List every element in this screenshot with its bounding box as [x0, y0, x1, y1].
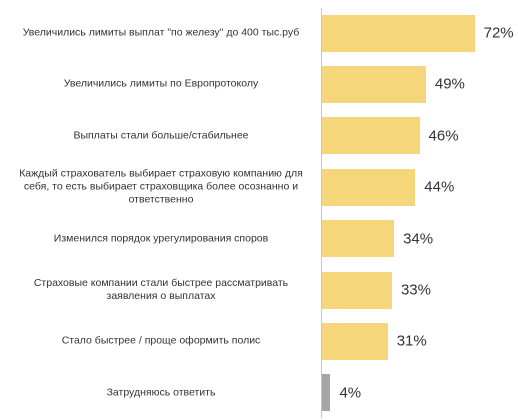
value-label: 46%: [428, 127, 459, 145]
category-label: Каждый страхователь выбирает страховую к…: [19, 167, 303, 206]
value-label: 72%: [483, 24, 514, 42]
category-label: Выплаты стали больше/стабильнее: [73, 129, 249, 142]
category-label: Увеличились лимиты выплат "по железу" до…: [22, 26, 300, 39]
bar: [322, 117, 420, 155]
category-label: Страховые компании стали быстрее рассмат…: [33, 277, 289, 302]
bar: [322, 14, 475, 52]
category-label: Стало быстрее / проще оформить полис: [61, 334, 261, 347]
value-label: 4%: [339, 384, 362, 402]
bar: [322, 65, 426, 103]
category-label: Затрудняюсь ответить: [106, 386, 216, 399]
value-label: 44%: [424, 178, 455, 196]
value-label: 33%: [400, 281, 431, 299]
value-label: 49%: [434, 75, 465, 93]
bar: [322, 322, 388, 360]
axis-line: [321, 8, 322, 418]
bar: [322, 220, 395, 258]
bar: [322, 374, 331, 412]
bar: [322, 168, 416, 206]
category-label: Увеличились лимиты по Европротоколу: [63, 77, 259, 90]
category-label: Изменился порядок урегулирования споров: [53, 232, 269, 245]
bar: [322, 271, 392, 309]
value-label: 31%: [396, 332, 427, 350]
value-label: 34%: [403, 230, 434, 248]
